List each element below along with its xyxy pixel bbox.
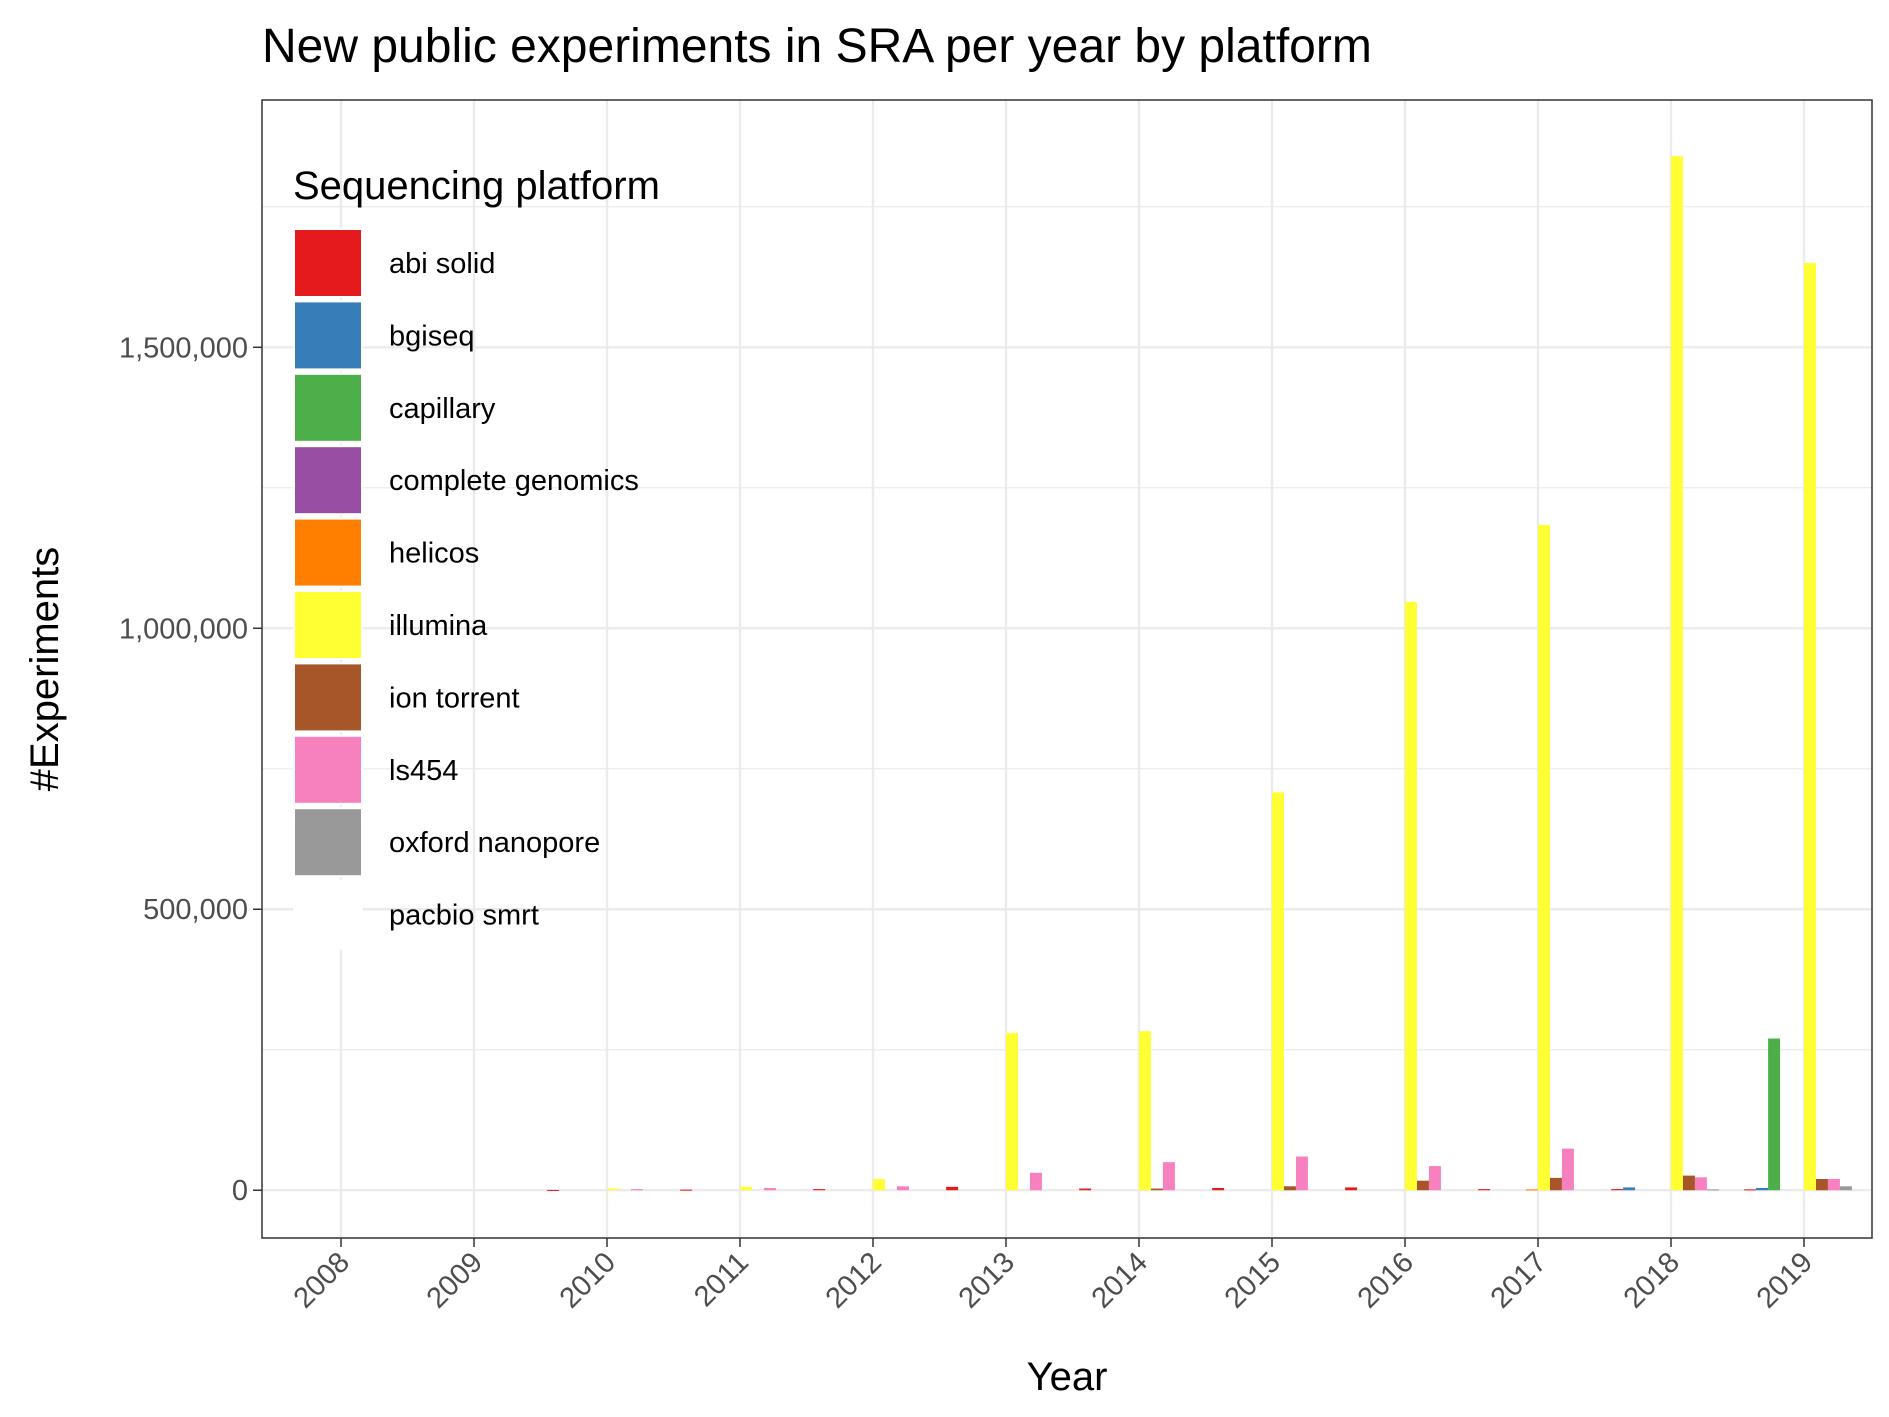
legend-label: abi solid <box>389 248 495 280</box>
legend-key <box>295 302 361 369</box>
x-axis-title: Year <box>1027 1355 1108 1399</box>
bar <box>1295 1156 1308 1191</box>
bar <box>1029 1172 1042 1191</box>
bar <box>1345 1187 1358 1191</box>
legend-key <box>295 736 361 803</box>
bar <box>896 1186 909 1191</box>
bar <box>1428 1166 1441 1191</box>
bar <box>1526 1189 1538 1191</box>
legend-key <box>295 592 361 658</box>
legend-title: Sequencing platform <box>293 164 660 208</box>
bar <box>1744 1189 1757 1191</box>
legend-items: abi solid bgiseq capillary complete genomic… <box>293 228 639 950</box>
bar <box>1768 1038 1781 1191</box>
bar <box>1815 1178 1828 1191</box>
bar <box>1756 1187 1769 1191</box>
bar <box>813 1189 826 1191</box>
legend-label: ion torrent <box>389 682 520 714</box>
bar <box>1079 1188 1092 1191</box>
legend-label: illumina <box>389 610 488 642</box>
y-tick-label: 1,000,000 <box>119 613 248 645</box>
legend: Sequencing platform abi solid bgiseq capil… <box>293 164 660 950</box>
bar <box>740 1186 752 1191</box>
bar <box>1611 1189 1624 1191</box>
legend-label: complete genomics <box>389 465 639 497</box>
bar <box>1706 1189 1719 1191</box>
bar <box>1671 156 1683 1191</box>
legend-key <box>295 664 361 731</box>
bar <box>680 1189 693 1191</box>
legend-key <box>295 447 361 514</box>
bar <box>630 1189 643 1191</box>
bars <box>547 156 1852 1191</box>
legend-key <box>295 519 361 586</box>
minor-gridlines <box>262 206 1872 1051</box>
bar <box>1416 1180 1429 1191</box>
chart-title: New public experiments in SRA per year b… <box>262 20 1372 73</box>
legend-key <box>295 881 361 948</box>
bar <box>946 1186 959 1191</box>
plot-panel <box>262 100 1872 1238</box>
y-tick-label: 0 <box>232 1175 248 1207</box>
legend-label: bgiseq <box>389 320 474 352</box>
bar <box>1682 1175 1695 1191</box>
bar <box>1694 1177 1707 1191</box>
bar <box>1804 262 1816 1191</box>
bar <box>1162 1162 1175 1191</box>
bar <box>1283 1186 1296 1191</box>
legend-key <box>295 809 361 876</box>
y-tick-label: 1,500,000 <box>119 332 248 364</box>
legend-label: oxford nanopore <box>389 827 600 859</box>
bar <box>1405 601 1417 1191</box>
bar <box>1478 1189 1491 1191</box>
bar <box>1006 1032 1018 1191</box>
bar <box>1139 1031 1151 1191</box>
plot-panel-border <box>261 99 1873 1239</box>
bar <box>1150 1188 1163 1191</box>
bar <box>763 1187 776 1191</box>
y-tick-label: 500,000 <box>143 894 248 926</box>
y-axis: 0 500,000 1,000,000 1,500,000 <box>119 332 262 1207</box>
bar <box>1538 524 1550 1191</box>
bar <box>547 1189 560 1191</box>
y-axis-title: #Experiments <box>23 547 67 792</box>
bar <box>873 1178 885 1191</box>
bar <box>1623 1187 1636 1191</box>
legend-label: capillary <box>389 393 496 425</box>
legend-key <box>295 230 361 296</box>
bar <box>1549 1177 1562 1191</box>
legend-label: ls454 <box>389 755 458 787</box>
bar <box>1839 1186 1852 1191</box>
legend-label: pacbio smrt <box>389 900 539 932</box>
bar <box>1561 1148 1574 1191</box>
bar <box>1212 1187 1225 1191</box>
legend-key <box>295 374 361 441</box>
legend-label: helicos <box>389 538 479 570</box>
bar <box>607 1188 619 1191</box>
bar <box>1827 1178 1840 1191</box>
bar <box>1272 792 1284 1191</box>
